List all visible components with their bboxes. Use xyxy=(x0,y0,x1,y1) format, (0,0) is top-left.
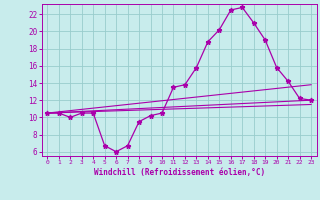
X-axis label: Windchill (Refroidissement éolien,°C): Windchill (Refroidissement éolien,°C) xyxy=(94,168,265,177)
